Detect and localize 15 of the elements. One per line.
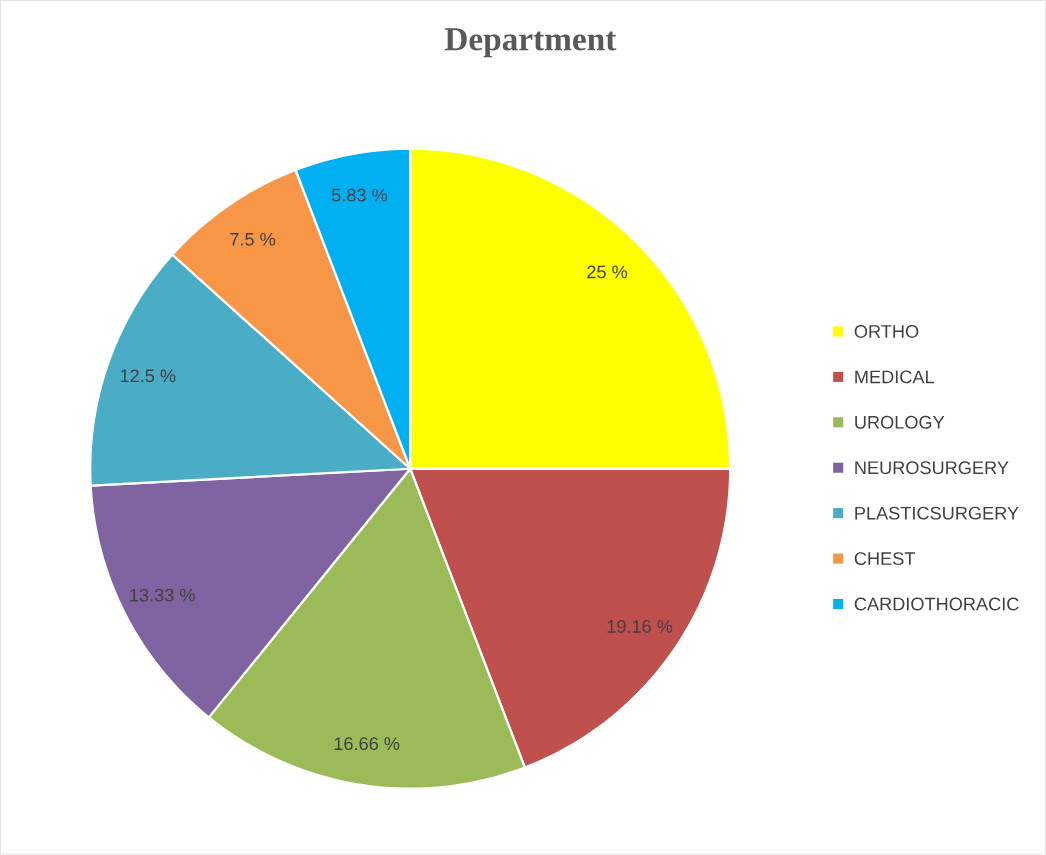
legend-label: PLASTICSURGERY [855,506,1019,520]
data-label: 7.5 % [230,233,276,246]
data-label: 5.83 % [331,188,388,202]
legend-label: ORTHO [854,325,919,339]
data-label: 19.16 % [607,620,673,634]
chart-title: Department [444,28,617,58]
legend-label: CARDIOTHORACIC [854,597,1019,611]
data-label: 12.5 % [120,369,176,383]
data-label: 13.33 % [130,588,195,602]
data-label: 16.66 % [334,737,400,751]
legend-label: NEUROSURGERY [855,461,1009,475]
legend-label: UROLOGY [855,416,945,429]
data-label: 25 % [587,265,628,279]
legend-label: MEDICAL [855,370,935,384]
legend-label: CHEST [854,552,916,566]
